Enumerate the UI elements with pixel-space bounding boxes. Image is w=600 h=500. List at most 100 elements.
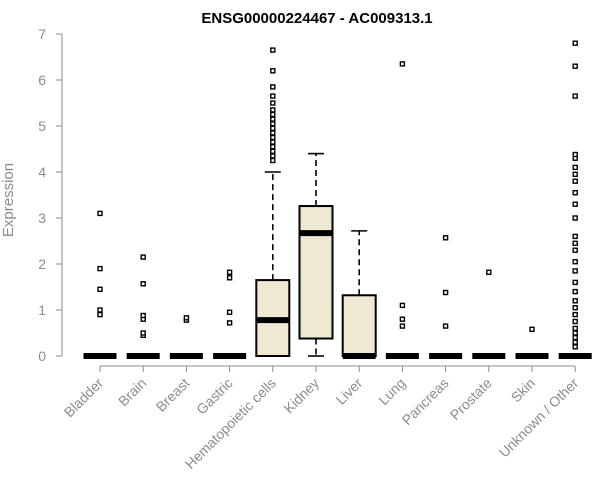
y-tick-label: 1 (38, 302, 46, 318)
outlier-point (97, 286, 103, 292)
outlier-point (572, 215, 578, 221)
outlier-point (572, 151, 578, 158)
y-tick-label: 7 (38, 26, 46, 42)
outlier-point (270, 68, 276, 74)
y-tick-label: 3 (38, 210, 46, 226)
x-tick-label: Kidney (281, 375, 323, 417)
box-gastric (213, 269, 247, 359)
box-prostate (472, 269, 506, 359)
outlier-point (140, 281, 146, 287)
outlier-point (572, 201, 578, 207)
y-tick-label: 0 (38, 348, 46, 364)
outlier-point (486, 269, 492, 275)
outlier-point (140, 312, 146, 319)
x-tick-label: Breast (153, 375, 193, 415)
y-axis-label: Expression (0, 163, 17, 237)
y-tick-label: 5 (38, 118, 46, 134)
outlier-point (270, 116, 276, 122)
outlier-point (572, 318, 578, 325)
chart-title: ENSG00000224467 - AC009313.1 (201, 10, 432, 27)
outlier-point (97, 307, 103, 313)
y-tick-label: 2 (38, 256, 46, 272)
x-tick-label: Liver (333, 375, 366, 408)
outlier-point (270, 139, 276, 145)
outlier-point (399, 316, 406, 322)
outlier-point (270, 107, 276, 113)
outlier-point (270, 130, 276, 136)
x-tick-label: Bladder (61, 375, 107, 421)
x-tick-label: Brain (115, 375, 149, 409)
outlier-point (572, 189, 578, 196)
x-tick-label: Lung (375, 375, 408, 408)
iqr-box (298, 205, 334, 340)
outlier-point (270, 100, 276, 106)
outlier-point (442, 289, 449, 296)
x-tick-label: Pancreas (399, 375, 452, 428)
outlier-point (572, 259, 578, 265)
outlier-point (140, 254, 146, 260)
y-axis: 0 1 2 3 4 5 6 7 (38, 26, 63, 364)
outlier-point (270, 153, 276, 159)
box-hematopoietic-cells (255, 47, 291, 358)
outlier-point (270, 134, 276, 141)
outlier-point (572, 298, 578, 304)
outlier-point (270, 93, 276, 99)
outlier-point (270, 47, 276, 53)
outlier-point (270, 125, 276, 132)
outlier-point (572, 178, 578, 184)
box-liver (341, 230, 377, 359)
outlier-point (270, 84, 276, 90)
outlier-point (572, 339, 578, 345)
outlier-point (270, 111, 276, 118)
outlier-point (572, 305, 578, 311)
x-tick-label: Gastric (193, 375, 236, 418)
outlier-point (572, 311, 578, 318)
x-tick-label: Skin (508, 375, 539, 406)
outlier-point (226, 275, 233, 281)
outlier-point (572, 63, 578, 69)
outlier-point (572, 288, 578, 295)
outlier-point (97, 210, 103, 217)
outlier-point (572, 268, 578, 274)
outlier-point (572, 233, 578, 240)
box-pancreas (429, 235, 463, 359)
outlier-point (572, 247, 578, 253)
outlier-point (572, 93, 578, 99)
outlier-point (572, 334, 578, 341)
iqr-box (341, 294, 377, 357)
outlier-point (270, 157, 276, 164)
box-unknown-other (558, 40, 592, 359)
x-tick-label: Prostate (447, 375, 495, 423)
outlier-point (572, 344, 578, 350)
outlier-point (270, 143, 276, 150)
outlier-point (97, 311, 103, 318)
x-tick-label: Unknown / Other (496, 375, 582, 461)
box-bladder (83, 210, 117, 359)
box-skin (515, 326, 549, 359)
outlier-point (572, 164, 578, 171)
outlier-point (270, 120, 276, 127)
box-kidney (298, 152, 334, 357)
outlier-point (572, 240, 578, 247)
outlier-point (183, 315, 190, 321)
outlier-point (270, 148, 276, 155)
outlier-point (226, 309, 233, 315)
box-breast (169, 315, 203, 359)
outlier-point (572, 171, 578, 178)
box-brain (126, 254, 160, 359)
outlier-point (226, 269, 233, 275)
outlier-point (442, 235, 449, 241)
outlier-point (140, 330, 146, 336)
outlier-point (529, 326, 535, 333)
outlier-point (572, 330, 578, 336)
outlier-point (226, 320, 233, 326)
y-tick-label: 4 (38, 164, 46, 180)
outlier-point (399, 323, 406, 329)
outlier-point (442, 323, 449, 329)
plot-area (83, 40, 592, 359)
box-lung (385, 61, 419, 359)
outlier-point (572, 40, 578, 46)
outlier-point (572, 279, 578, 286)
outlier-point (399, 302, 406, 309)
